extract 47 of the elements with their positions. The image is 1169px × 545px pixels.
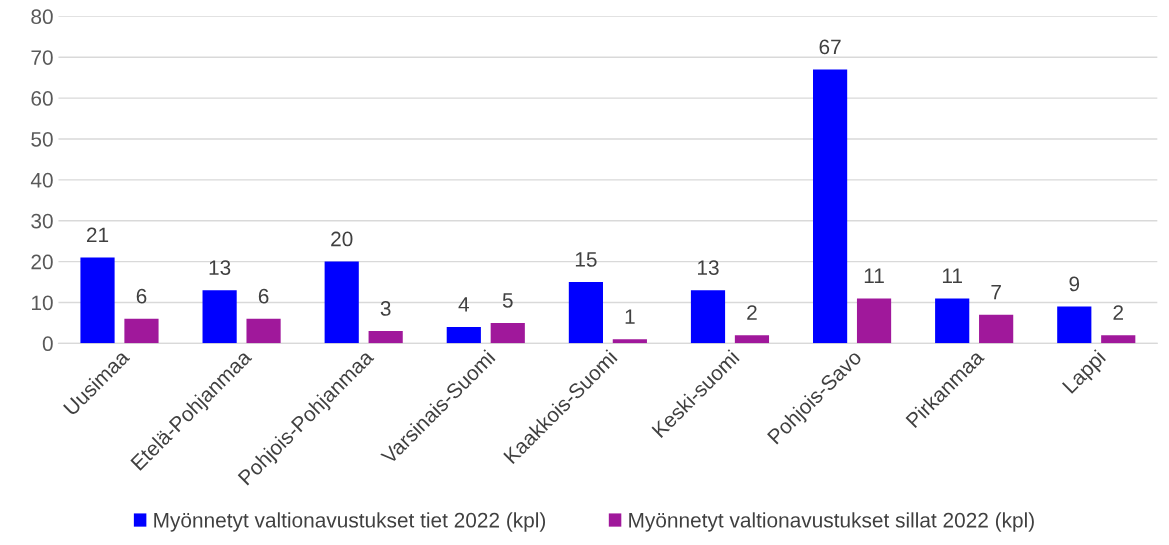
bar — [202, 290, 237, 344]
data-label: 11 — [942, 268, 962, 283]
data-label: 13 — [209, 260, 231, 275]
data-label: 1 — [625, 309, 635, 324]
bar — [324, 261, 359, 344]
bar — [979, 314, 1014, 344]
data-label: 7 — [991, 284, 1001, 300]
data-label: 2 — [747, 305, 757, 320]
y-tick-label: 60 — [31, 91, 53, 106]
bar — [490, 322, 525, 344]
bar — [80, 257, 115, 344]
bar — [368, 331, 403, 344]
bar — [1101, 335, 1136, 344]
bar — [568, 282, 603, 344]
y-tick-label: 70 — [31, 50, 53, 65]
data-label: 67 — [819, 39, 841, 55]
bar — [612, 339, 647, 344]
bar — [1057, 306, 1092, 344]
bar — [446, 327, 481, 344]
y-tick-label: 10 — [32, 295, 53, 311]
y-tick-label: 20 — [31, 254, 53, 270]
data-label: 5 — [502, 293, 513, 308]
bar — [935, 298, 970, 344]
bar — [734, 335, 770, 344]
bar — [246, 318, 281, 344]
data-label: 6 — [258, 288, 269, 304]
data-label: 11 — [864, 268, 884, 283]
data-label: 6 — [136, 288, 147, 304]
y-tick-label: 50 — [31, 131, 53, 147]
y-tick-label: 40 — [30, 172, 53, 188]
legend-label: Myönnetyt valtionavustukset tiet 2022 (kpl) — [154, 512, 546, 532]
bar — [856, 298, 892, 344]
bar — [813, 69, 848, 344]
data-label: 9 — [1069, 276, 1080, 292]
bar — [690, 290, 726, 344]
data-label: 13 — [698, 260, 719, 275]
data-label: 15 — [575, 252, 597, 267]
y-tick-label: 30 — [31, 213, 53, 229]
data-label: 20 — [331, 231, 353, 247]
bar — [124, 318, 159, 344]
data-label: 3 — [380, 301, 391, 316]
y-tick-label: 0 — [42, 336, 53, 352]
data-label: 4 — [458, 297, 469, 312]
data-label: 2 — [1113, 305, 1123, 320]
y-tick-label: 80 — [31, 9, 53, 25]
legend-label: Myönnetyt valtionavustukset sillat 2022 (kpl) — [629, 512, 1034, 532]
data-label: 21 — [86, 227, 109, 243]
